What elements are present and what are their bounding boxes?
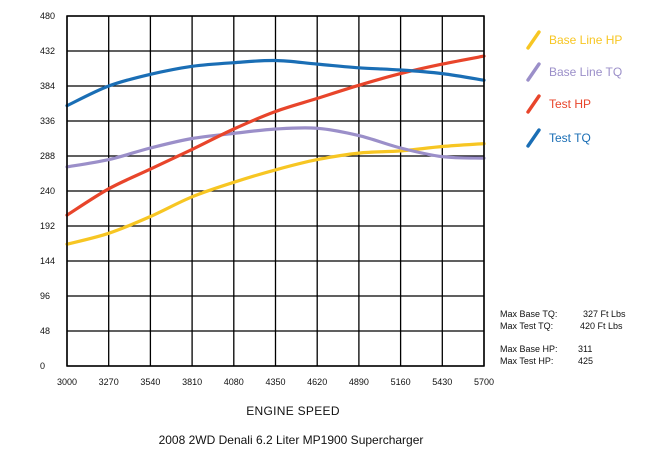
series-lines [65,54,486,246]
chart-title: 2008 2WD Denali 6.2 Liter MP1900 Superch… [159,433,424,447]
legend-swatch-base-line-tq [526,62,541,82]
max-test-tq-label: Max Test TQ: [500,321,553,331]
x-tick-label: 4080 [224,377,244,387]
y-tick-label: 240 [40,186,55,196]
x-axis-label: ENGINE SPEED [246,404,340,418]
x-tick-label: 3540 [140,377,160,387]
y-tick-label: 48 [40,326,50,336]
x-tick-label: 3810 [182,377,202,387]
max-test-hp-value: 425 [578,356,593,366]
x-axis-ticks: 3000 3270 3540 3810 4080 4350 4620 4890 5160 5430… [57,377,494,387]
plot-frame [66,15,485,367]
legend-swatch-base-line-hp [526,30,541,50]
y-tick-label: 0 [40,361,45,371]
series-line-test-tq [65,58,486,108]
legend-label-base-line-hp: Base Line HP [549,33,622,47]
y-tick-label: 336 [40,116,55,126]
legend: Base Line HP Base Line TQ Test HP Test TQ [526,30,622,148]
max-base-tq-label: Max Base TQ: [500,309,557,319]
x-tick-label: 3000 [57,377,77,387]
y-tick-label: 192 [40,221,55,231]
max-test-tq-value: 420 Ft Lbs [580,321,623,331]
y-tick-label: 144 [40,256,55,266]
y-tick-label: 288 [40,151,55,161]
y-tick-label: 96 [40,291,50,301]
y-tick-label: 384 [40,81,55,91]
series-line-base-line-tq [65,126,486,169]
x-tick-label: 4350 [265,377,285,387]
legend-label-base-line-tq: Base Line TQ [549,65,622,79]
max-values-annotation: Max Base TQ: 327 Ft Lbs Max Test TQ: 420… [500,309,626,366]
legend-label-test-hp: Test HP [549,97,591,111]
y-axis-ticks: 0 48 96 144 192 240 288 336 384 432 480 [40,11,55,371]
max-base-tq-value: 327 Ft Lbs [583,309,626,319]
x-tick-label: 5700 [474,377,494,387]
x-tick-label: 4620 [307,377,327,387]
max-base-hp-label: Max Base HP: [500,344,558,354]
legend-swatch-test-tq [526,128,541,148]
legend-label-test-tq: Test TQ [549,131,591,145]
y-tick-label: 480 [40,11,55,21]
x-tick-label: 5160 [391,377,411,387]
x-tick-label: 3270 [99,377,119,387]
max-test-hp-label: Max Test HP: [500,356,553,366]
max-base-hp-value: 311 [578,344,592,354]
legend-swatch-test-hp [526,94,541,114]
y-tick-label: 432 [40,46,55,56]
x-tick-label: 4890 [349,377,369,387]
x-tick-label: 5430 [432,377,452,387]
